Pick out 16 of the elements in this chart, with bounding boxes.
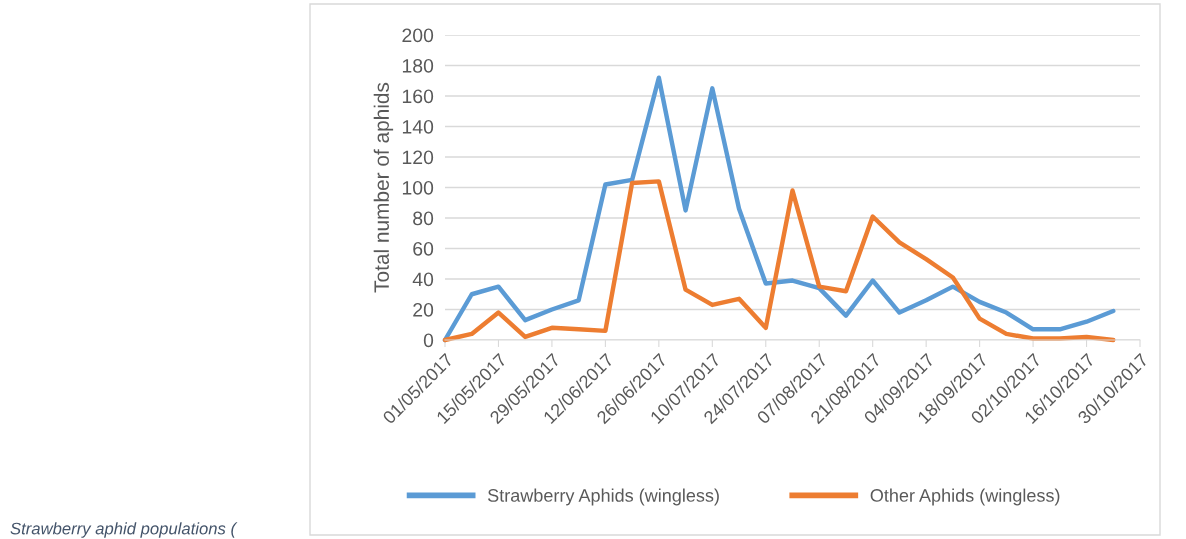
- y-tick-label: 120: [402, 150, 434, 165]
- y-tick-label: 80: [413, 211, 434, 226]
- y-tick-label: 160: [402, 89, 434, 104]
- legend-label: Other Aphids (wingless): [870, 488, 1060, 506]
- y-tick-label: 100: [402, 180, 434, 195]
- y-tick-label: 180: [402, 58, 434, 73]
- y-tick-label: 60: [413, 241, 434, 256]
- y-tick-label: 40: [412, 272, 434, 287]
- y-tick-label: 0: [423, 333, 434, 348]
- text: Strawberry aphid populations (: [10, 522, 238, 538]
- y-tick-label: 200: [402, 28, 434, 43]
- y-axis-title: Total number of aphids: [373, 82, 394, 293]
- y-tick-label: 20: [413, 302, 434, 317]
- line-series: [442, 179, 1116, 343]
- y-tick-label: 140: [402, 119, 434, 134]
- legend-label: Strawberry Aphids (wingless): [487, 488, 719, 506]
